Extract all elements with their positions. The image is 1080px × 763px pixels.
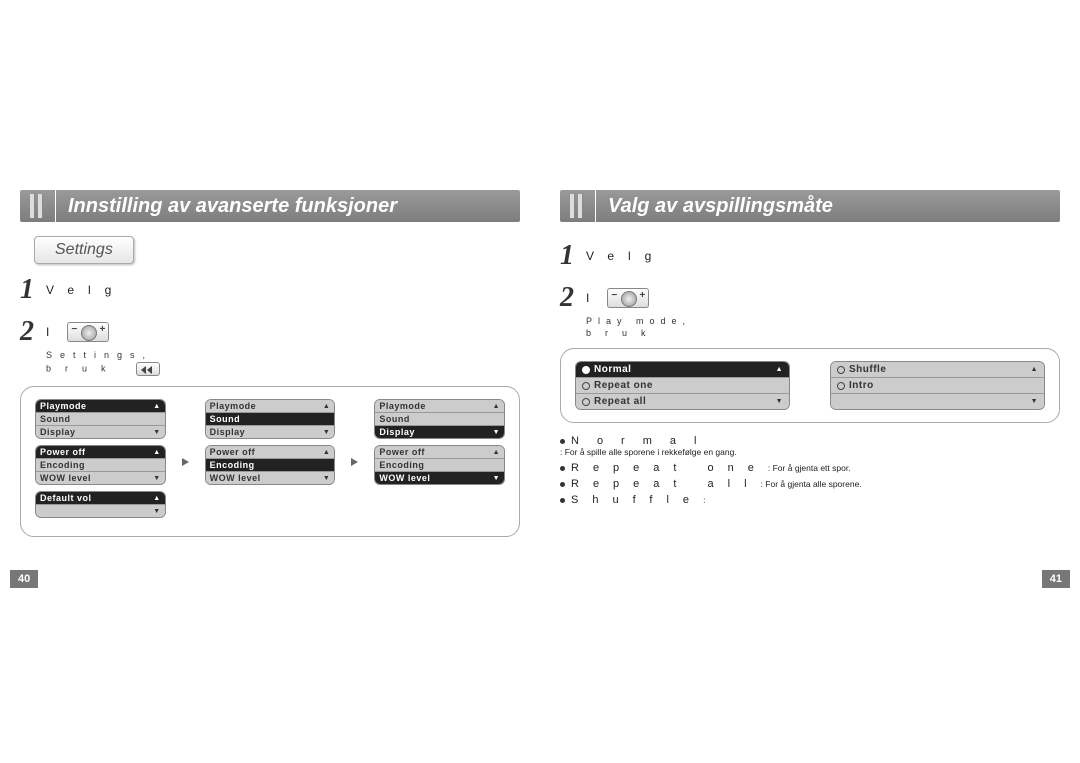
left-step-2-suf: bruk	[46, 362, 520, 376]
left-page-number: 40	[10, 570, 38, 588]
right-header-title: Valg av avspillingsmåte	[596, 190, 1060, 222]
right-step-2-pre: I	[586, 291, 603, 305]
right-step-2-suf: bruk	[586, 328, 1060, 338]
playmode-lcd-left: Normal▲ Repeat one Repeat all▼	[575, 361, 790, 410]
prev-track-icon	[136, 362, 160, 376]
right-header: Valg av avspillingsmåte	[560, 190, 1060, 222]
arrow-icon	[182, 458, 189, 466]
arrow-icon	[351, 458, 358, 466]
header-tab-icon	[20, 190, 56, 222]
right-step-2-mid: Play mode,	[586, 316, 1060, 326]
jog-icon: −+	[67, 322, 109, 342]
right-step-1-num: 1	[560, 240, 586, 272]
left-step-1-text: Velg	[46, 283, 125, 297]
jog-icon: −+	[607, 288, 649, 308]
left-step-2-mid: Settings,	[46, 350, 520, 360]
lcd-col-1: Playmode▲ Sound Display▼ Power off▲ Enco…	[35, 399, 166, 524]
left-header-title: Innstilling av avanserte funksjoner	[56, 190, 520, 222]
right-step-1-text: Velg	[586, 249, 665, 263]
left-header: Innstilling av avanserte funksjoner	[20, 190, 520, 222]
settings-pill: Settings	[34, 236, 134, 264]
lcd-col-2: Playmode▲ Sound Display▼ Power off▲ Enco…	[205, 399, 336, 524]
left-step-2-pre: I	[46, 325, 63, 339]
right-page-number: 41	[1042, 570, 1070, 588]
bullet-list: Normal: For å spille alle sporene i rekk…	[560, 435, 1060, 506]
left-step-2-num: 2	[20, 316, 46, 348]
lcd-col-3: Playmode▲ Sound Display▼ Power off▲ Enco…	[374, 399, 505, 524]
right-step-2-num: 2	[560, 282, 586, 314]
left-lcd-panel: Playmode▲ Sound Display▼ Power off▲ Enco…	[20, 386, 520, 537]
header-tab-icon	[560, 190, 596, 222]
right-lcd-panel: Normal▲ Repeat one Repeat all▼ Shuffle▲ …	[560, 348, 1060, 423]
left-step-1-num: 1	[20, 274, 46, 306]
playmode-lcd-right: Shuffle▲ Intro ▼	[830, 361, 1045, 410]
